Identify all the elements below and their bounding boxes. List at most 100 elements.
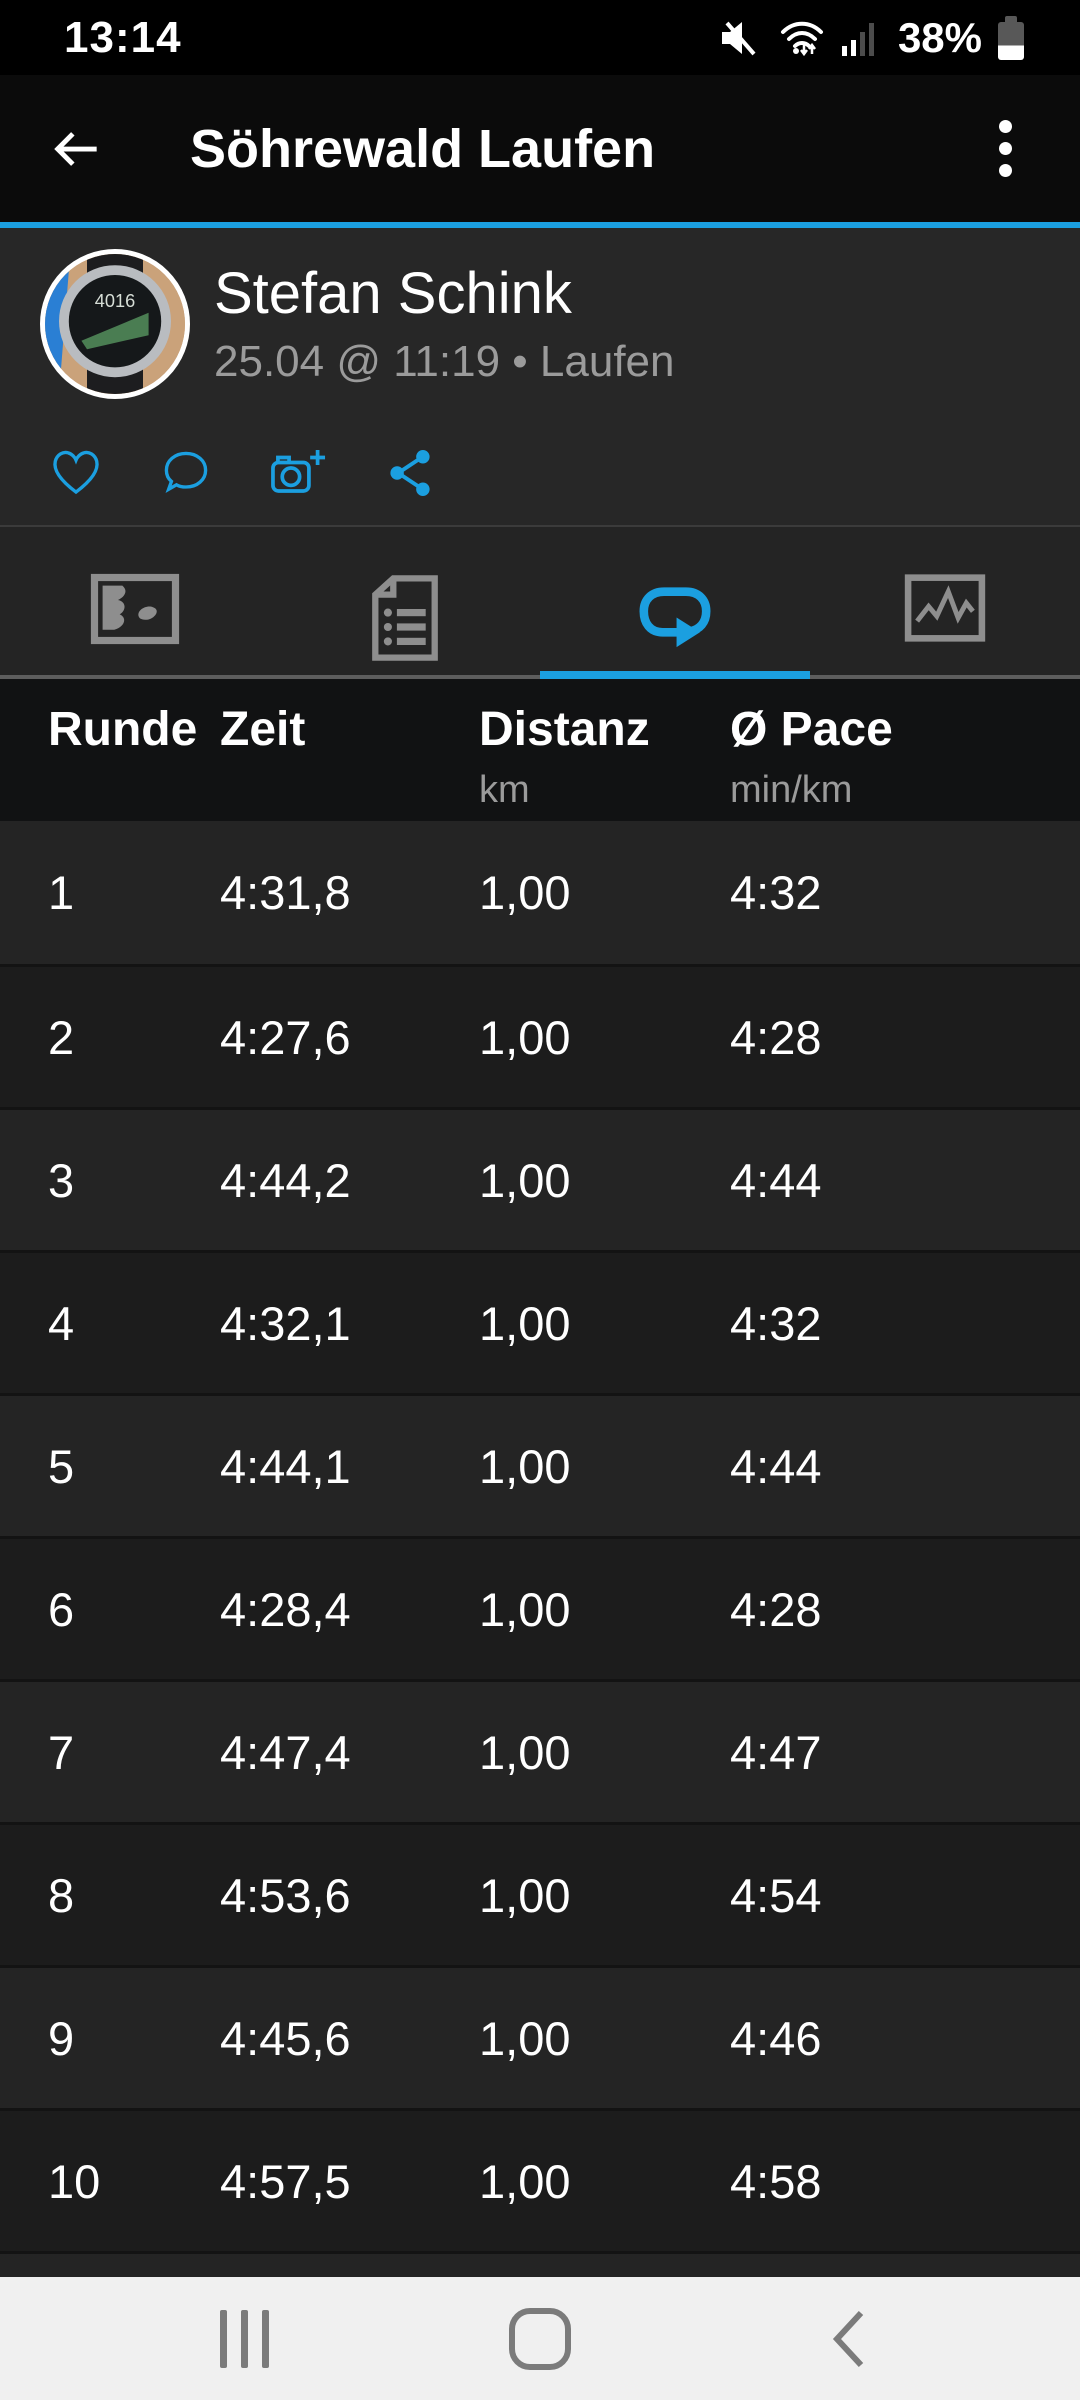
table-row: 10 4:57,5 1,00 4:58 [0,2108,1080,2251]
lap-pace: 4:58 [730,2154,822,2208]
lap-pace: 4:44 [730,1153,822,1207]
app-header: Söhrewald Laufen [0,75,1080,228]
battery-percent-label: 38% [897,13,982,61]
lap-time: 4:32,1 [220,1296,351,1350]
table-row: 8 4:53,6 1,00 4:54 [0,1822,1080,1965]
lap-time: 4:53,6 [220,1868,351,1922]
lap-pace: 4:32 [730,1296,822,1350]
column-header-pace: Ø Pace min/km [730,703,893,811]
share-button[interactable] [384,445,436,501]
column-header-distanz: Distanz km [479,703,650,811]
home-icon [508,2307,572,2371]
lap-time: 4:31,8 [220,866,351,919]
avatar[interactable]: 4016 [40,249,190,399]
lap-number: 9 [48,2011,75,2065]
details-icon [368,573,442,663]
lap-distance: 1,00 [479,1725,571,1779]
lap-time: 4:27,6 [220,1010,351,1064]
table-row: 9 4:45,6 1,00 4:46 [0,1965,1080,2108]
lap-distance: 1,00 [479,1439,571,1493]
lap-distance: 1,00 [479,1296,571,1350]
table-row: 6 4:28,4 1,00 4:28 [0,1536,1080,1679]
back-button[interactable] [0,75,150,222]
wifi-icon [778,17,826,59]
heart-icon [48,445,104,501]
lap-time: 4:45,6 [220,2011,351,2065]
lap-distance: 1,00 [479,1010,571,1064]
nav-back-button[interactable] [767,2277,927,2400]
column-header-runde: Runde [48,703,198,756]
lap-number: 6 [48,1582,75,1636]
table-row: 1 4:31,8 1,00 4:32 [0,821,1080,964]
lap-number: 3 [48,1153,75,1207]
lap-number: 4 [48,1296,75,1350]
tab-details[interactable] [270,527,540,675]
lap-number: 10 [48,2154,101,2208]
comment-icon [158,445,214,501]
tab-charts[interactable] [810,527,1080,675]
page-title: Söhrewald Laufen [190,118,656,179]
kebab-menu-icon [998,120,1012,133]
athlete-section: 4016 Stefan Schink 25.04 @ 11:19 • Laufe… [0,228,1080,420]
back-arrow-icon [49,123,101,175]
laps-icon [627,573,723,651]
lap-number: 2 [48,1010,75,1064]
lap-distance: 1,00 [479,1868,571,1922]
column-header-zeit: Zeit [220,703,306,756]
tab-laps[interactable] [540,527,810,675]
table-row: 5 4:44,1 1,00 4:44 [0,1393,1080,1536]
clock: 13:14 [64,12,182,62]
lap-distance: 1,00 [479,2011,571,2065]
like-button[interactable] [48,445,104,501]
lap-pace: 4:54 [730,1868,822,1922]
signal-icon [841,20,878,56]
laps-table-header: Runde Zeit Distanz km Ø Pace min/km [0,679,1080,821]
status-icons: 38% [718,14,1024,62]
mute-icon [718,16,762,60]
back-icon [827,2307,867,2371]
lap-distance: 1,00 [479,1582,571,1636]
map-icon [89,573,181,645]
charts-icon [904,573,986,643]
lap-time: 4:47,4 [220,1725,351,1779]
camera-add-icon [268,445,330,501]
add-photo-button[interactable] [268,445,330,501]
tab-map[interactable] [0,527,270,675]
comment-button[interactable] [158,445,214,501]
lap-time: 4:57,5 [220,2154,351,2208]
lap-pace: 4:28 [730,1582,822,1636]
lap-number: 5 [48,1439,75,1493]
activity-meta: 25.04 @ 11:19 • Laufen [214,337,675,386]
athlete-name: Stefan Schink [214,261,572,326]
social-actions-bar [0,420,1080,527]
lap-number: 8 [48,1868,75,1922]
recents-icon [220,2309,270,2368]
table-row: 7 4:47,4 1,00 4:47 [0,1679,1080,1822]
svg-text:4016: 4016 [95,291,135,311]
table-row: 3 4:44,2 1,00 4:44 [0,1107,1080,1250]
table-row: 2 4:27,6 1,00 4:28 [0,964,1080,1107]
lap-distance: 1,00 [479,866,571,919]
status-bar: 13:14 [0,0,1080,75]
lap-pace: 4:32 [730,866,822,919]
lap-distance: 1,00 [479,2154,571,2208]
active-tab-underline [540,671,810,679]
lap-distance: 1,00 [479,1153,571,1207]
lap-time: 4:44,2 [220,1153,351,1207]
table-row: 4 4:32,1 1,00 4:32 [0,1250,1080,1393]
lap-number: 1 [48,866,75,919]
share-icon [384,445,436,501]
lap-time: 4:28,4 [220,1582,351,1636]
recents-button[interactable] [165,2277,325,2400]
android-nav-bar [0,2277,1080,2400]
lap-time: 4:44,1 [220,1439,351,1493]
overflow-menu-button[interactable] [960,75,1050,222]
lap-number: 7 [48,1725,75,1779]
laps-table: 1 4:31,8 1,00 4:32 2 4:27,6 1,00 4:28 3 … [0,821,1080,2394]
lap-pace: 4:44 [730,1439,822,1493]
home-button[interactable] [460,2277,620,2400]
lap-pace: 4:28 [730,1010,822,1064]
lap-pace: 4:46 [730,2011,822,2065]
lap-pace: 4:47 [730,1725,822,1779]
